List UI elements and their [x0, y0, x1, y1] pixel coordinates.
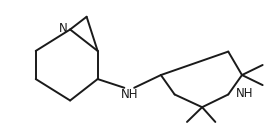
Text: NH: NH [236, 87, 254, 100]
Text: NH: NH [120, 88, 138, 101]
Text: N: N [59, 22, 68, 35]
